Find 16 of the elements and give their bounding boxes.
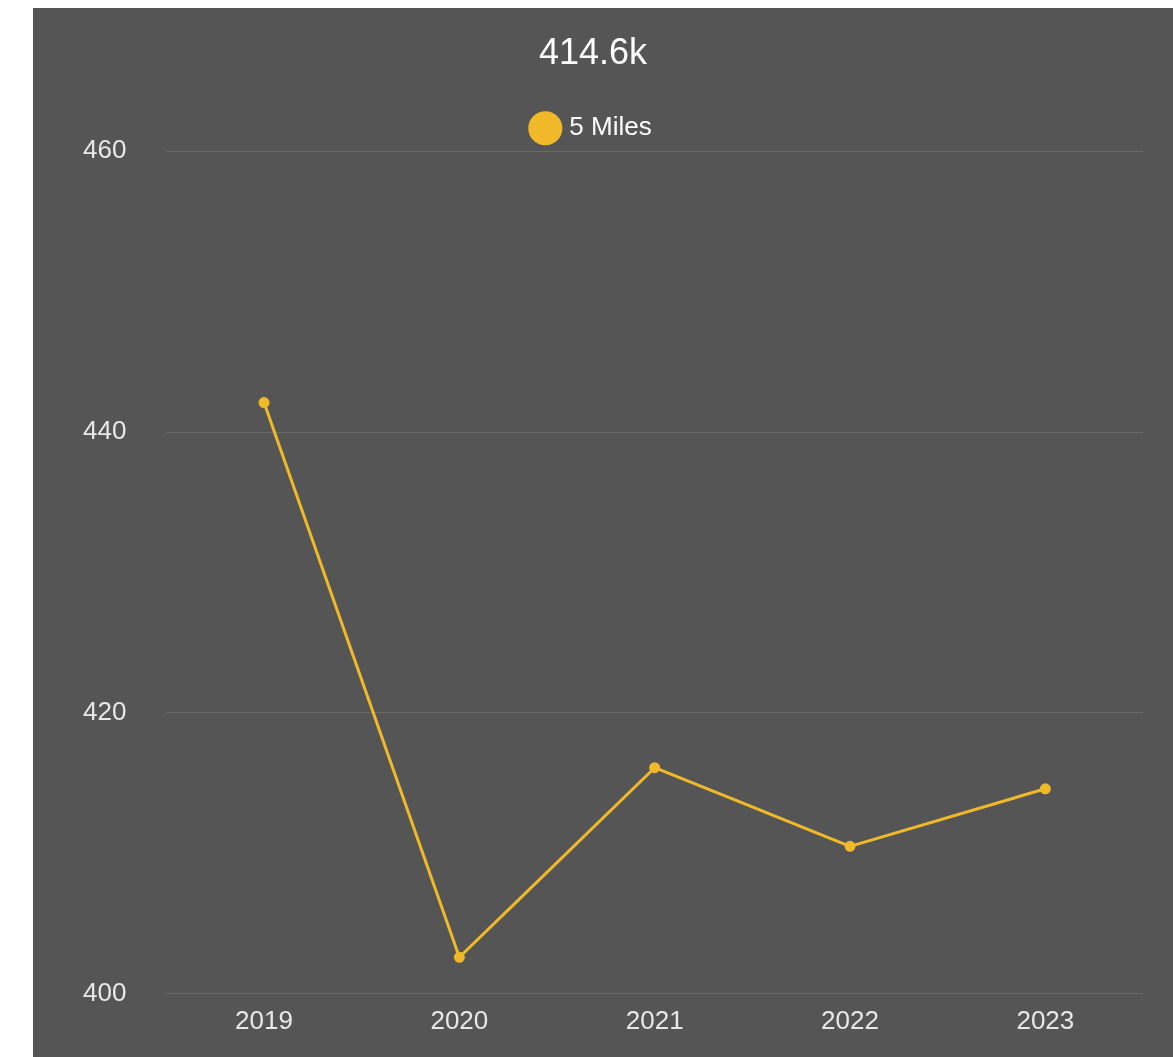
point [844, 840, 856, 852]
point [453, 951, 465, 963]
x-tick-label: 2022 [821, 1004, 879, 1035]
x-tick-label: 2021 [625, 1004, 684, 1035]
x-tick-label: 2020 [430, 1004, 489, 1035]
legend-label: 5 Miles [569, 111, 652, 142]
chart-title: 414.6k [538, 30, 649, 72]
point [258, 397, 270, 409]
y-tick-label: 420 [82, 696, 127, 727]
y-tick-label: 400 [82, 976, 127, 1007]
y-tick-label: 460 [82, 134, 127, 165]
y-tick-label: 440 [82, 415, 127, 446]
x-tick-label: 2019 [235, 1004, 293, 1035]
point [1039, 783, 1051, 795]
x-tick-label: 2023 [1016, 1004, 1075, 1035]
point [649, 762, 661, 774]
